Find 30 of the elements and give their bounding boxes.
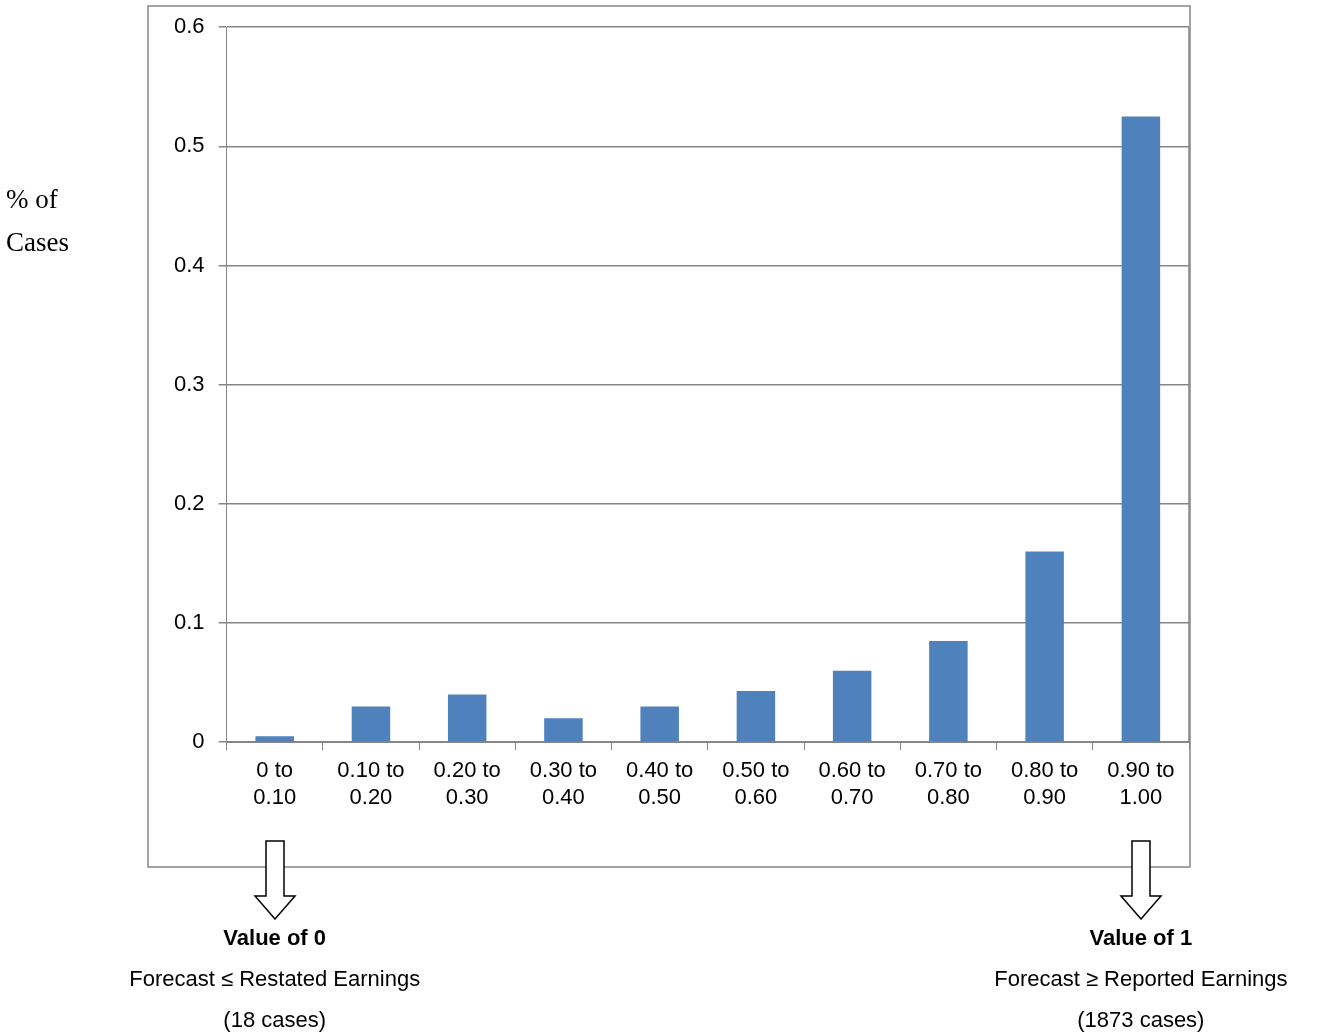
bar	[544, 718, 583, 742]
y-tick-label: 0.2	[173, 489, 205, 515]
y-tick-label: 0.3	[173, 370, 205, 396]
text: Value of 0 Forecast ≤ Restated Earnings (18 cases)	[129, 924, 421, 1034]
bar	[832, 670, 872, 742]
x-tick-label: 0.20 to 0.30	[433, 757, 501, 809]
x-tick-label: 0.40 to 0.50	[626, 757, 694, 809]
y-tick-label: 0	[192, 728, 205, 754]
bar	[640, 706, 679, 742]
bar	[1121, 116, 1161, 742]
text: Value of 1 Forecast ≥ Reported Earnings (1873 cases)	[994, 924, 1288, 1034]
y-axis-title: % of Cases	[6, 183, 70, 259]
bar	[736, 690, 776, 742]
bar	[351, 706, 391, 742]
y-tick-label: 0.5	[173, 132, 205, 158]
x-tick-label: 0.70 to 0.80	[914, 757, 983, 809]
bar	[929, 640, 968, 742]
x-tick-label: 0 to 0.10	[253, 757, 297, 809]
x-tick-label: 0.30 to 0.40	[529, 757, 598, 809]
bar	[255, 736, 294, 742]
x-tick-label: 0.60 to 0.70	[818, 757, 886, 809]
y-tick-label: 0.6	[173, 13, 205, 39]
bar	[1025, 551, 1064, 742]
y-tick-label: 0.1	[173, 609, 205, 635]
x-tick-label: 0.50 to 0.60	[722, 757, 790, 809]
x-tick-label: 0.10 to 0.20	[337, 757, 405, 809]
bar	[447, 694, 487, 742]
x-tick-label: 0.80 to 0.90	[1011, 757, 1079, 809]
x-tick-label: 0.90 to 1.00	[1107, 757, 1175, 809]
y-tick-label: 0.4	[173, 251, 205, 277]
